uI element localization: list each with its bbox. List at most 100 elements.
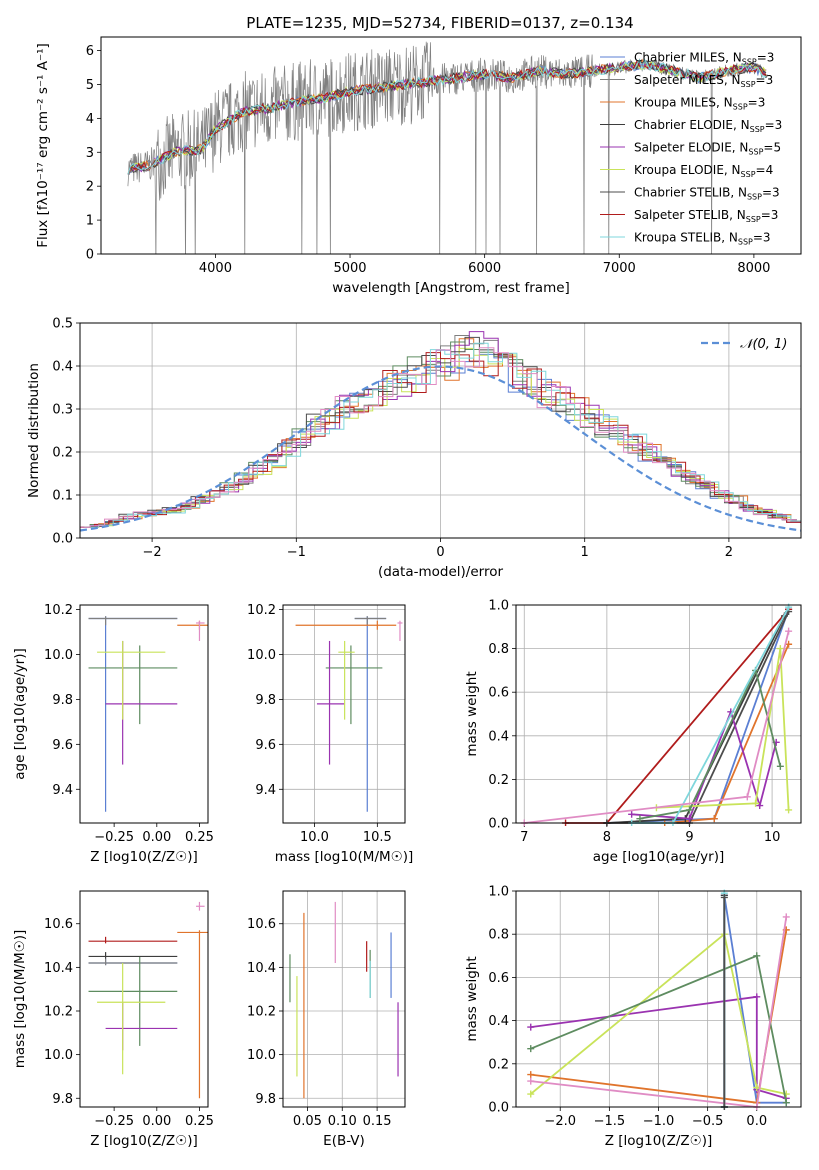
mass_weight_vs_Z-marker — [527, 1090, 535, 1098]
age_vs_Z-ytick-label: 9.8 — [52, 693, 73, 708]
spectrum-ytick-label: 2 — [86, 180, 94, 195]
mass_weight_vs_Z-xtick-label: −1.5 — [594, 1114, 626, 1129]
age_vs_Z-xtick-label: 0.00 — [142, 830, 171, 845]
mass_weight_vs_age-marker — [776, 645, 784, 653]
spectrum-ylabel: Flux [fλ10⁻¹⁷ erg cm⁻² s⁻¹ A⁻¹] — [35, 43, 51, 248]
mass_weight_vs_age-line — [656, 648, 790, 810]
mass_weight_vs_age-ytick-label: 0.0 — [488, 817, 509, 832]
mass_weight_vs_Z-ytick-label: 0.4 — [488, 1014, 509, 1029]
mass_weight_vs_age-marker — [710, 815, 718, 823]
residuals-xtick-label: −1 — [287, 545, 306, 560]
mass_weight_vs_Z-line — [530, 995, 787, 1100]
legend-label: 𝒩(0, 1) — [740, 337, 787, 352]
mass_weight_vs_Z-ytick-label: 0.0 — [488, 1101, 509, 1116]
mass_weight_vs_Z-xtick-label: −1.0 — [643, 1114, 675, 1129]
mass_weight_vs_age-marker — [785, 806, 793, 814]
mass_weight_vs_age-ylabel: mass weight — [464, 671, 480, 756]
mass_weight_vs_age-xtick-label: 7 — [520, 830, 528, 845]
spectrum-ytick-label: 0 — [86, 248, 94, 263]
mass_vs_Z-ytick-label: 10.6 — [44, 917, 73, 932]
mass_weight_vs_Z-ytick-label: 0.6 — [488, 971, 509, 986]
spectrum-xtick-label: 7000 — [603, 261, 636, 276]
spectrum-xtick-label: 4000 — [199, 261, 232, 276]
mass_weight_vs_Z-marker — [527, 1045, 535, 1053]
legend-label: Chabrier MILES, NSSP=3 — [634, 51, 774, 67]
mass_weight_vs_Z-marker — [527, 1071, 535, 1079]
mass_weight_vs_age-line — [524, 630, 790, 824]
legend-label: Kroupa STELIB, NSSP=3 — [634, 231, 771, 247]
spectrum-ytick-label: 3 — [86, 146, 94, 161]
mass_weight_vs_Z-marker — [753, 952, 761, 960]
residuals-ytick-label: 0.1 — [52, 489, 73, 504]
mass_vs_ebv-ytick-label: 10.0 — [247, 1048, 276, 1063]
age_vs_mass-plot — [295, 616, 403, 812]
residuals-hist — [84, 338, 801, 528]
mass_weight_vs_Z-ytick-label: 0.2 — [488, 1057, 509, 1072]
mass_vs_ebv-xtick-label: 0.15 — [363, 1114, 392, 1129]
mass_vs_Z-ylabel: mass [log10(M/M☉)] — [12, 930, 28, 1069]
spectrum-ytick-label: 5 — [86, 78, 94, 93]
age_vs_Z-ytick-label: 10.0 — [44, 648, 73, 663]
legend-label: Salpeter MILES, NSSP=3 — [634, 73, 773, 89]
residuals-hist — [80, 352, 801, 528]
age_vs_mass-ytick-label: 9.4 — [255, 783, 276, 798]
mass_weight_vs_age-xlabel: age [log10(age/yr)] — [593, 849, 725, 865]
legend-label: Kroupa MILES, NSSP=3 — [634, 96, 765, 112]
mass_weight_vs_age-plot — [520, 603, 793, 826]
mass_weight_vs_age-marker — [636, 815, 644, 823]
mass_weight_vs_age-marker — [785, 640, 793, 648]
mass_weight_vs_age-ytick-label: 1.0 — [488, 599, 509, 614]
mass_weight_vs_Z-xtick-label: 0.0 — [746, 1114, 767, 1129]
legend-label: Kroupa ELODIE, NSSP=4 — [634, 163, 773, 179]
age_vs_Z-frame — [79, 604, 209, 824]
mass_weight_vs_age-xtick-label: 10 — [764, 830, 781, 845]
mass_weight_vs_age-marker — [752, 799, 760, 807]
age_vs_mass-ytick-label: 10.2 — [247, 603, 276, 618]
spectrum-ytick-label: 6 — [86, 44, 94, 59]
residuals-hist — [84, 342, 801, 528]
mass_weight_vs_age-marker — [685, 806, 693, 814]
mass_vs_Z-frame — [79, 890, 209, 1108]
residuals-xlabel: (data-model)/error — [378, 564, 504, 580]
mass_weight_vs_Z-line — [723, 895, 787, 1107]
mass_weight_vs_age-line — [639, 667, 782, 820]
mass_vs_Z-xtick-label: 0.00 — [142, 1114, 171, 1129]
mass_weight_vs_age-line — [631, 606, 790, 824]
age_vs_Z-ytick-label: 10.2 — [44, 603, 73, 618]
spectrum-xtick-label: 8000 — [737, 261, 770, 276]
mass_weight_vs_age-frame — [515, 604, 802, 824]
mass_vs_ebv-xlabel: E(B-V) — [323, 1133, 365, 1149]
mass_weight_vs_Z-marker — [527, 1077, 535, 1085]
age_vs_mass-ytick-label: 9.8 — [255, 693, 276, 708]
mass_weight_vs_age-marker — [776, 762, 784, 770]
mass_weight_vs_Z-xtick-label: −0.5 — [692, 1114, 724, 1129]
mass_weight_vs_Z-xlabel: Z [log10(Z/Z☉)] — [605, 1133, 713, 1149]
mass_weight_vs_age-marker — [785, 627, 793, 635]
mass_weight_vs_age-xtick-label: 8 — [603, 830, 611, 845]
age_vs_Z-plot — [88, 616, 208, 812]
spectrum-xtick-label: 5000 — [333, 261, 366, 276]
mass_vs_Z-xtick-label: 0.25 — [185, 1114, 214, 1129]
age_vs_Z-ytick-label: 9.4 — [52, 783, 73, 798]
mass_weight_vs_age-ytick-label: 0.4 — [488, 729, 509, 744]
mass_weight_vs_Z-ytick-label: 0.8 — [488, 928, 509, 943]
mass_weight_vs_age-marker — [685, 815, 693, 823]
mass_weight_vs_Z-frame — [515, 890, 802, 1108]
spectrum-xlabel: wavelength [Angstrom, rest frame] — [332, 280, 570, 296]
legend-label: Salpeter ELODIE, NSSP=5 — [634, 141, 781, 157]
mass_weight_vs_Z-xtick-label: −2.0 — [544, 1114, 576, 1129]
age_vs_Z-xtick-label: −0.25 — [94, 830, 134, 845]
legend-label: Chabrier ELODIE, NSSP=3 — [634, 118, 782, 134]
mass_weight_vs_age-xtick-label: 9 — [685, 830, 693, 845]
legend-label: Chabrier STELIB, NSSP=3 — [634, 186, 780, 202]
spectrum-xtick-label: 6000 — [468, 261, 501, 276]
residuals-ytick-label: 0.4 — [52, 360, 73, 375]
age_vs_mass-ytick-label: 9.6 — [255, 738, 276, 753]
mass_vs_Z-ytick-label: 10.0 — [44, 1048, 73, 1063]
residuals-xtick-label: 2 — [725, 545, 733, 560]
age_vs_mass-xtick-label: 10.0 — [300, 830, 329, 845]
mass_vs_Z-ytick-label: 9.8 — [52, 1092, 73, 1107]
residuals-ytick-label: 0.3 — [52, 403, 73, 418]
age_vs_Z-ytick-label: 9.6 — [52, 738, 73, 753]
